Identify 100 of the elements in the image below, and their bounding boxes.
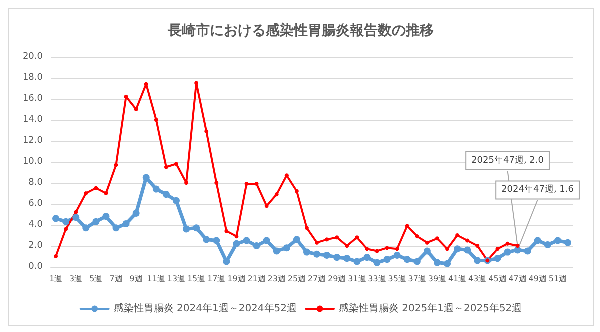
point xyxy=(72,214,80,222)
point xyxy=(534,237,542,244)
point xyxy=(234,234,239,239)
point xyxy=(174,162,178,166)
point xyxy=(365,247,370,252)
legend-label: 感染性胃腸炎 2025年1週～2025年52週 xyxy=(339,302,522,314)
point xyxy=(253,242,260,250)
y-tick-label: 20.0 xyxy=(22,52,44,62)
point xyxy=(162,191,170,198)
point xyxy=(283,244,290,252)
x-tick-label: 45週 xyxy=(488,274,507,284)
point xyxy=(374,259,381,266)
y-tick-label: 6.0 xyxy=(28,199,44,209)
point xyxy=(394,252,401,259)
point xyxy=(204,130,209,134)
point xyxy=(132,210,140,217)
point xyxy=(114,163,118,168)
point xyxy=(354,258,361,266)
point xyxy=(284,174,289,178)
x-tick-label: 23週 xyxy=(268,274,286,284)
point xyxy=(514,246,522,254)
point xyxy=(496,247,500,252)
point xyxy=(184,181,189,185)
point xyxy=(466,238,470,243)
point xyxy=(414,258,421,266)
point xyxy=(395,247,400,252)
x-tick-label: 9週 xyxy=(130,274,143,284)
x-tick-label: 3週 xyxy=(70,274,83,284)
chart-title: 長崎市における感染性胃腸炎報告数の推移 xyxy=(167,22,434,39)
point xyxy=(385,246,390,250)
point xyxy=(183,226,190,233)
y-tick-label: 8.0 xyxy=(28,178,44,188)
x-tick-label: 11週 xyxy=(147,274,166,284)
point xyxy=(274,192,279,197)
point xyxy=(434,259,441,266)
point xyxy=(384,256,391,264)
point xyxy=(264,204,269,208)
point xyxy=(364,254,371,262)
x-tick-label: 1週 xyxy=(49,274,63,284)
point xyxy=(112,224,120,232)
x-tick-label: 13週 xyxy=(167,274,186,284)
point xyxy=(243,237,250,244)
point xyxy=(193,224,200,232)
point xyxy=(375,249,380,254)
point xyxy=(456,234,460,238)
point xyxy=(506,242,510,246)
y-tick-label: 10.0 xyxy=(22,157,44,167)
point xyxy=(303,248,310,256)
point xyxy=(74,210,78,214)
y-tick-label: 0.0 xyxy=(28,262,44,272)
point xyxy=(273,248,280,255)
x-tick-label: 37週 xyxy=(408,274,426,284)
point xyxy=(294,189,299,194)
point xyxy=(476,244,480,248)
point xyxy=(494,255,502,262)
point xyxy=(254,182,259,186)
point xyxy=(454,246,462,253)
x-tick-label: 25週 xyxy=(288,274,306,284)
x-tick-label: 41週 xyxy=(448,274,467,284)
point xyxy=(415,234,420,239)
point xyxy=(122,220,130,228)
point xyxy=(203,236,210,244)
x-tick-label: 19週 xyxy=(228,274,246,284)
point xyxy=(214,181,219,185)
point xyxy=(554,237,562,244)
point xyxy=(54,254,58,258)
x-tick-label: 21週 xyxy=(248,274,266,284)
point xyxy=(504,248,512,256)
point xyxy=(164,165,168,170)
y-tick-label: 4.0 xyxy=(28,220,44,230)
point xyxy=(124,94,128,99)
point xyxy=(84,192,88,196)
point xyxy=(244,182,249,186)
point xyxy=(52,215,60,222)
point xyxy=(233,240,240,248)
point xyxy=(152,186,160,193)
x-tick-label: 47週 xyxy=(508,274,527,284)
x-tick-label: 17週 xyxy=(208,274,226,284)
point xyxy=(344,255,351,262)
x-tick-label: 39週 xyxy=(428,274,447,284)
y-tick-label: 12.0 xyxy=(22,136,44,146)
point xyxy=(544,241,552,248)
point xyxy=(564,239,572,246)
x-tick-label: 7週 xyxy=(110,274,123,284)
point xyxy=(474,257,482,264)
point xyxy=(464,246,472,254)
point xyxy=(524,248,532,255)
point xyxy=(335,236,340,240)
point xyxy=(324,252,331,259)
point xyxy=(404,256,411,264)
point xyxy=(92,218,100,226)
point xyxy=(516,244,520,248)
point xyxy=(435,236,440,241)
x-tick-label: 29週 xyxy=(328,274,346,284)
point xyxy=(213,237,220,244)
point xyxy=(172,197,180,204)
point xyxy=(144,82,148,86)
x-tick-label: 51週 xyxy=(548,274,568,284)
point xyxy=(314,250,321,258)
point xyxy=(224,229,229,234)
